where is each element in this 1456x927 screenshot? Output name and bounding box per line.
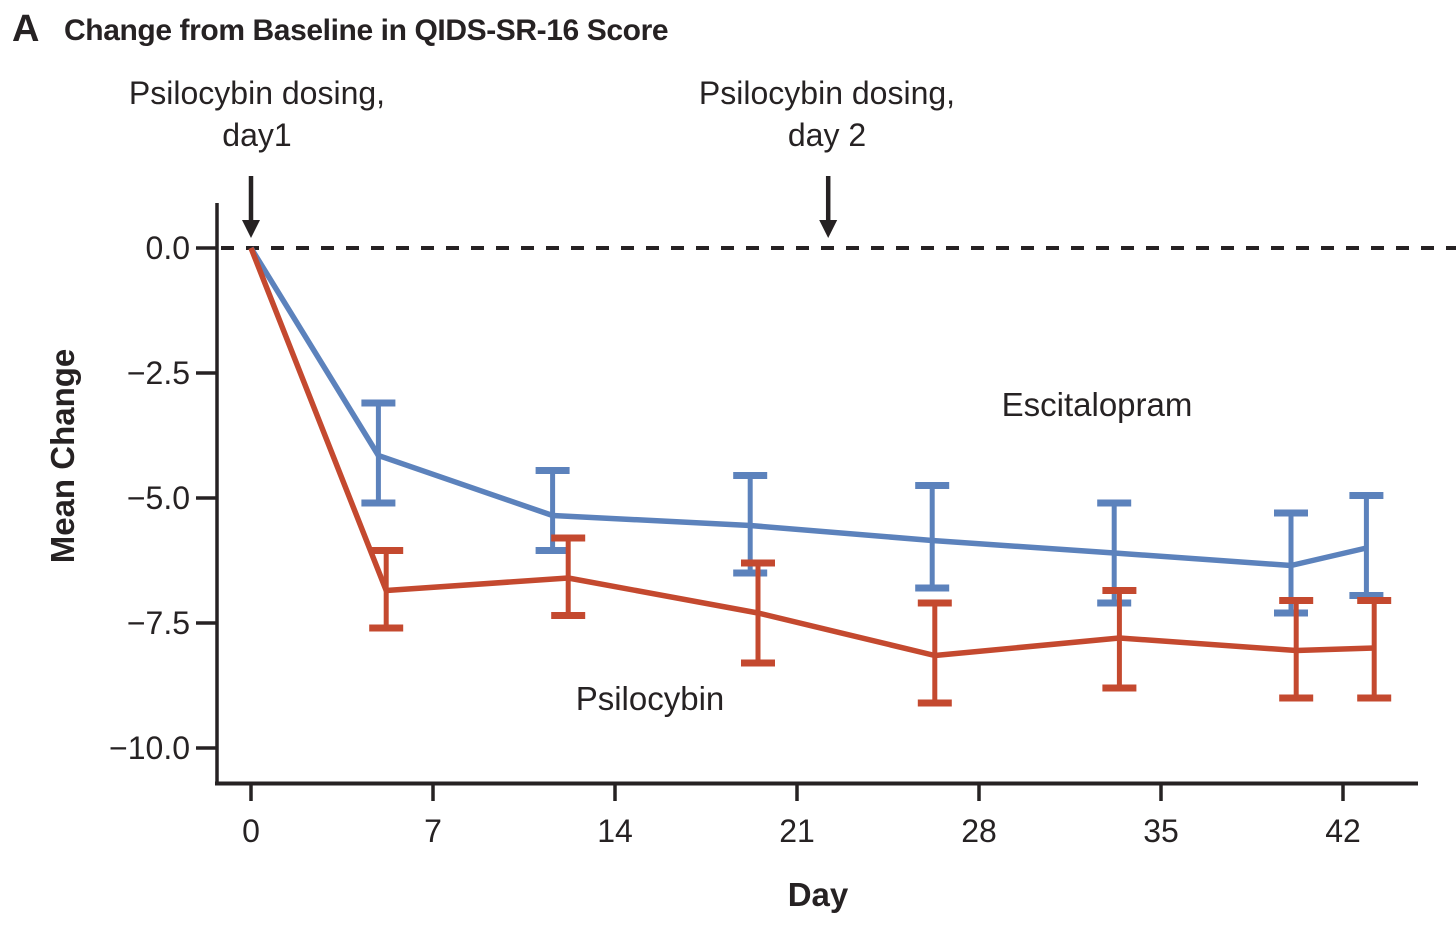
x-tick-label: 28 — [961, 813, 997, 849]
y-tick-label: 0.0 — [146, 230, 190, 266]
annotation-line1: Psilocybin dosing, — [698, 75, 956, 111]
dosing-arrow-head-2 — [819, 220, 838, 238]
annotation-line2: day1 — [222, 117, 292, 153]
dosing-arrow-head-1 — [242, 220, 260, 238]
panel-letter: A — [12, 8, 40, 50]
y-tick-label: −7.5 — [127, 605, 190, 641]
x-axis-title: Day — [787, 876, 849, 913]
series-label-escitalopram: Escitalopram — [1001, 386, 1193, 423]
annotation-psilocybin-dosing-day1: Psilocybin dosing, day1 — [129, 72, 385, 156]
x-tick-label: 0 — [242, 813, 260, 849]
x-tick-label: 42 — [1325, 813, 1361, 849]
psilocybin-line — [248, 246, 1375, 659]
annotation-line2: day 2 — [787, 117, 867, 153]
escitalopram-line — [248, 246, 1368, 569]
series-label-psilocybin: Psilocybin — [575, 680, 725, 717]
y-tick-label: −10.0 — [109, 730, 190, 766]
x-tick-label: 21 — [779, 813, 815, 849]
y-tick-label: −5.0 — [127, 480, 190, 516]
annotation-line1: Psilocybin dosing, — [128, 75, 386, 111]
x-tick-label: 14 — [597, 813, 633, 849]
y-tick-label: −2.5 — [127, 355, 190, 391]
x-tick-label: 7 — [424, 813, 442, 849]
annotation-psilocybin-dosing-day2: Psilocybin dosing, day 2 — [699, 72, 955, 156]
x-tick-label: 35 — [1143, 813, 1179, 849]
figure-title: Change from Baseline in QIDS-SR-16 Score — [64, 14, 669, 47]
